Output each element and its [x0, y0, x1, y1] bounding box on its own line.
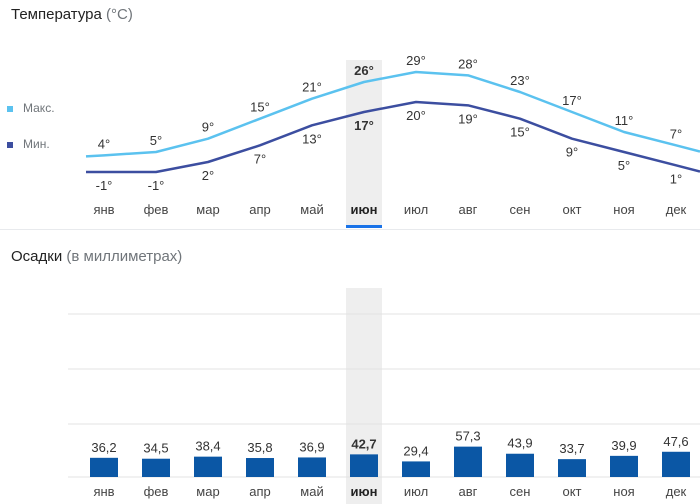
- precip-bar-2: [194, 456, 222, 477]
- temp-month-tab-4[interactable]: май: [300, 202, 323, 217]
- precip-month-tab-5[interactable]: июн: [351, 484, 378, 499]
- temp-month-tab-1[interactable]: фев: [144, 202, 169, 217]
- legend-min-label: Мин.: [23, 137, 50, 151]
- temp-month-tab-10[interactable]: ноя: [613, 202, 634, 217]
- precipitation-title: Осадки (в миллиметрах): [11, 248, 182, 265]
- section-divider: [0, 229, 700, 230]
- precip-bar-3: [246, 458, 274, 477]
- max-temp-label-4: 21°: [302, 80, 322, 95]
- precip-bar-1: [142, 458, 170, 477]
- precip-bar-5: [350, 454, 378, 477]
- precip-value-label-5: 42,7: [351, 436, 376, 451]
- precip-value-label-3: 35,8: [247, 440, 272, 455]
- precip-month-tab-11[interactable]: дек: [666, 484, 687, 499]
- precip-month-tab-6[interactable]: июл: [404, 484, 428, 499]
- precip-bar-6: [402, 461, 430, 477]
- precip-month-tab-2[interactable]: мар: [196, 484, 219, 499]
- precip-value-label-10: 39,9: [611, 438, 636, 453]
- temperature-title: Температура (°C): [11, 6, 133, 23]
- precip-value-label-9: 33,7: [559, 441, 584, 456]
- precip-bar-9: [558, 459, 586, 477]
- precip-value-label-2: 38,4: [195, 439, 220, 454]
- temp-month-tab-6[interactable]: июл: [404, 202, 428, 217]
- precip-value-label-4: 36,9: [299, 439, 324, 454]
- temp-month-tab-3[interactable]: апр: [249, 202, 271, 217]
- precip-value-label-0: 36,2: [91, 440, 116, 455]
- selected-month-highlight: [346, 60, 382, 228]
- legend-min-swatch: [7, 142, 13, 148]
- temp-month-tab-11[interactable]: дек: [666, 202, 687, 217]
- max-temp-label-5: 26°: [354, 63, 374, 78]
- precip-month-tab-9[interactable]: окт: [562, 484, 581, 499]
- min-temp-label-11: 1°: [670, 171, 682, 186]
- max-temp-label-2: 9°: [202, 120, 214, 135]
- max-temp-label-0: 4°: [98, 136, 110, 151]
- min-temp-label-6: 20°: [406, 108, 426, 123]
- precip-bar-8: [506, 453, 534, 477]
- min-temp-label-1: -1°: [148, 178, 165, 193]
- temp-month-tab-9[interactable]: окт: [562, 202, 581, 217]
- precip-value-label-1: 34,5: [143, 441, 168, 456]
- max-temp-label-11: 7°: [670, 126, 682, 141]
- temp-month-tab-0[interactable]: янв: [93, 202, 114, 217]
- temp-month-tab-2[interactable]: мар: [196, 202, 219, 217]
- max-temp-label-8: 23°: [510, 73, 530, 88]
- max-temp-label-6: 29°: [406, 53, 426, 68]
- precip-bar-10: [610, 455, 638, 477]
- min-temp-label-5: 17°: [354, 118, 374, 133]
- precip-value-label-7: 57,3: [455, 429, 480, 444]
- precipitation-title-text: Осадки: [11, 248, 63, 265]
- max-temp-label-3: 15°: [250, 100, 270, 115]
- temperature-title-text: Температура: [11, 6, 102, 23]
- precip-month-tab-3[interactable]: апр: [249, 484, 271, 499]
- precip-month-tab-4[interactable]: май: [300, 484, 323, 499]
- temp-month-tab-7[interactable]: авг: [459, 202, 478, 217]
- legend-max-swatch: [7, 106, 13, 112]
- precip-bar-11: [662, 451, 690, 477]
- precip-month-tab-7[interactable]: авг: [459, 484, 478, 499]
- precip-month-tab-8[interactable]: сен: [510, 484, 531, 499]
- max-temp-label-1: 5°: [150, 133, 162, 148]
- min-temp-label-8: 15°: [510, 125, 530, 140]
- precip-month-tab-0[interactable]: янв: [93, 484, 114, 499]
- max-temperature-line: [85, 70, 700, 158]
- min-temp-label-0: -1°: [96, 178, 113, 193]
- min-temp-label-4: 13°: [302, 131, 322, 146]
- max-temp-label-7: 28°: [458, 56, 478, 71]
- precip-month-tab-10[interactable]: ноя: [613, 484, 634, 499]
- max-temp-label-10: 11°: [615, 113, 634, 128]
- temp-month-tab-5[interactable]: июн: [351, 202, 378, 217]
- precip-value-label-8: 43,9: [507, 436, 532, 451]
- precip-bar-0: [90, 457, 118, 477]
- temp-month-tab-8[interactable]: сен: [510, 202, 531, 217]
- min-temp-label-7: 19°: [458, 111, 478, 126]
- max-temp-label-9: 17°: [562, 93, 582, 108]
- precip-bar-7: [454, 446, 482, 477]
- min-temp-label-3: 7°: [254, 151, 266, 166]
- min-temperature-line: [86, 100, 700, 174]
- selected-month-indicator: [346, 225, 382, 228]
- legend-max-label: Макс.: [23, 101, 55, 115]
- min-temp-label-10: 5°: [618, 158, 630, 173]
- temperature-unit: (°C): [106, 6, 133, 23]
- temperature-chart: 4° 5° 9° 15° 21° 26° 29° 28° 23° 17° 11° 7° -1° -1° 2°…: [7, 53, 700, 228]
- precipitation-unit: (в миллиметрах): [66, 248, 183, 265]
- min-temp-label-2: 2°: [202, 168, 214, 183]
- precip-month-tab-1[interactable]: фев: [144, 484, 169, 499]
- precip-value-label-6: 29,4: [403, 443, 428, 458]
- min-temp-label-9: 9°: [566, 145, 578, 160]
- precip-bar-4: [298, 457, 326, 477]
- precip-value-label-11: 47,6: [663, 434, 688, 449]
